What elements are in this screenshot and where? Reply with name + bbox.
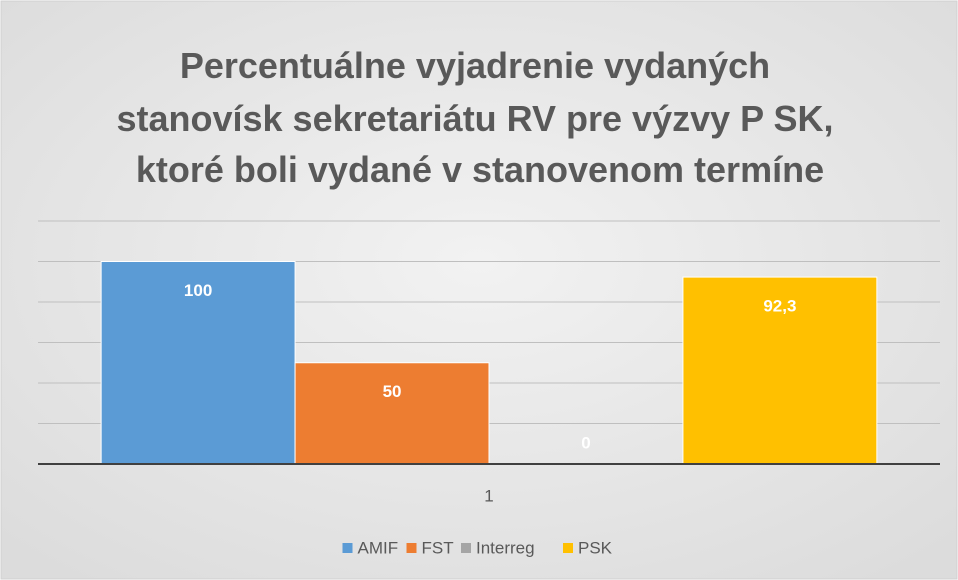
title-line: Percentuálne vyjadrenie vydaných	[180, 45, 770, 86]
legend-label: PSK	[578, 538, 613, 557]
data-label: 100	[184, 281, 212, 300]
bar	[100, 261, 296, 465]
legend-label: Interreg	[476, 538, 535, 557]
legend-swatch	[461, 543, 471, 553]
legend-swatch	[563, 543, 573, 553]
x-tick-label: 1	[484, 486, 493, 505]
title-line: stanovísk sekretariátu RV pre výzvy P SK…	[116, 98, 833, 139]
data-label: 92,3	[763, 297, 796, 316]
bar	[294, 362, 490, 465]
legend-label: AMIF	[358, 538, 399, 557]
legend-swatch	[342, 543, 353, 553]
title-line: ktoré boli vydané v stanovenom termíne	[136, 149, 824, 190]
legend-label: FST	[422, 538, 454, 557]
chart-title: Percentuálne vyjadrenie vydaných stanoví…	[116, 45, 843, 190]
legend-swatch	[406, 543, 417, 553]
bar	[682, 276, 878, 465]
data-label: 50	[383, 382, 402, 401]
data-label: 0	[581, 433, 590, 452]
